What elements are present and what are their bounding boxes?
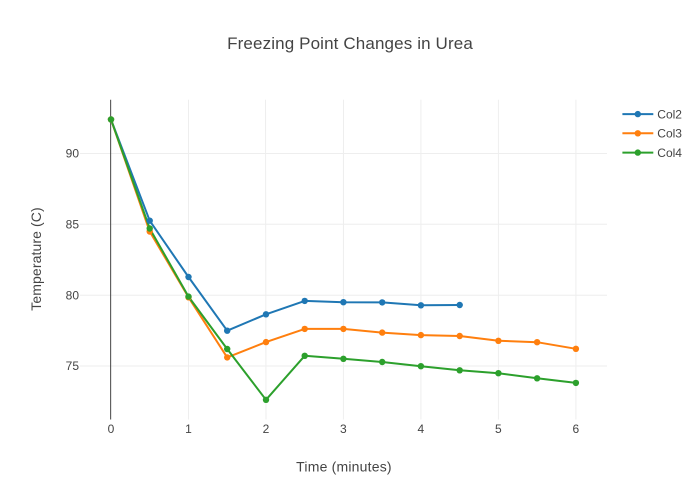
svg-text:75: 75	[66, 359, 80, 373]
svg-text:90: 90	[66, 147, 80, 161]
svg-text:Col4: Col4	[657, 146, 682, 160]
svg-text:Freezing Point Changes in Urea: Freezing Point Changes in Urea	[227, 34, 473, 53]
svg-text:Col3: Col3	[657, 127, 682, 141]
svg-text:85: 85	[66, 218, 80, 232]
svg-text:3: 3	[340, 422, 347, 436]
svg-text:Time (minutes): Time (minutes)	[296, 459, 392, 475]
svg-text:6: 6	[573, 422, 580, 436]
svg-text:Temperature (C): Temperature (C)	[28, 207, 44, 310]
svg-text:Col2: Col2	[657, 107, 682, 121]
svg-text:0: 0	[108, 422, 115, 436]
svg-text:5: 5	[495, 422, 502, 436]
svg-text:1: 1	[185, 422, 192, 436]
svg-text:80: 80	[66, 288, 80, 302]
svg-text:2: 2	[263, 422, 270, 436]
svg-text:4: 4	[418, 422, 425, 436]
